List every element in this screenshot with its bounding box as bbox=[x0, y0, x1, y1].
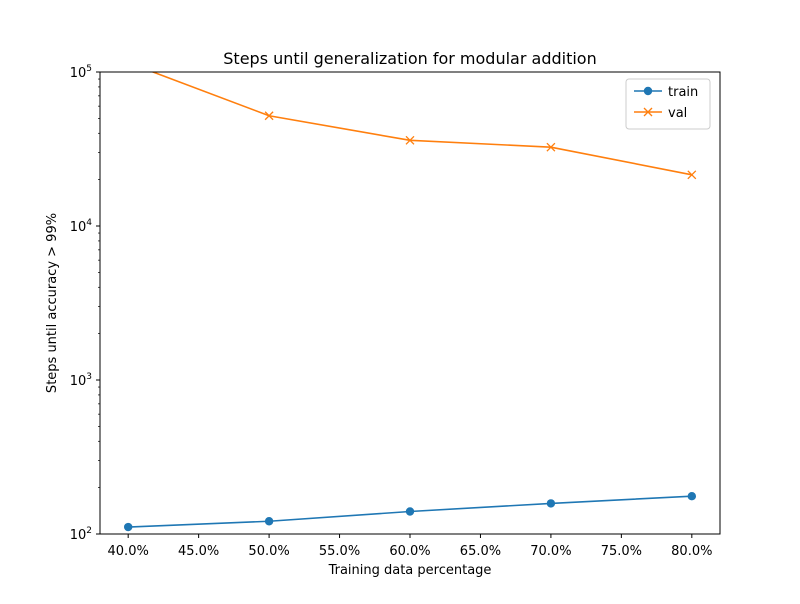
data-point-val bbox=[124, 59, 132, 67]
x-axis-label: Training data percentage bbox=[328, 563, 492, 578]
y-tick-label: 104 bbox=[70, 218, 93, 235]
marker-stroke bbox=[405, 135, 415, 145]
y-tick-label: 102 bbox=[70, 526, 92, 543]
legend-label: train bbox=[668, 85, 698, 100]
data-point-val bbox=[546, 142, 556, 152]
axes-layer: 40.0% 45.0% 50.0% 55.0% 60.0% 65.0% 70.0% 75.0%… bbox=[70, 64, 721, 559]
marker-stroke bbox=[124, 59, 132, 67]
x-tick-label: 80.0% bbox=[671, 544, 712, 559]
data-point-val bbox=[687, 170, 697, 180]
legend-marker bbox=[643, 107, 653, 117]
legend-marker bbox=[643, 86, 653, 96]
y-tick-label: 103 bbox=[70, 372, 92, 389]
x-tick-label: 60.0% bbox=[389, 544, 430, 559]
data-point-train bbox=[264, 517, 274, 526]
x-tick-label: 50.0% bbox=[248, 544, 289, 559]
x-tick-label: 70.0% bbox=[530, 544, 571, 559]
y-axis-label: Steps until accuracy > 99% bbox=[45, 213, 60, 393]
marker-stroke bbox=[687, 170, 697, 180]
series-line-val bbox=[150, 72, 693, 176]
plot-frame bbox=[99, 71, 721, 535]
data-point-train bbox=[546, 499, 556, 508]
x-tick-label: 55.0% bbox=[319, 544, 360, 559]
x-tick-label: 65.0% bbox=[460, 544, 501, 559]
marker-stroke bbox=[264, 111, 274, 121]
legend-entry-train: train bbox=[634, 85, 698, 100]
legend-label: val bbox=[668, 106, 687, 121]
data-point-val bbox=[405, 135, 415, 145]
data-point-train bbox=[687, 491, 697, 501]
series-layer bbox=[123, 59, 697, 532]
y-tick-label: 105 bbox=[70, 64, 92, 81]
data-point-train bbox=[123, 522, 133, 532]
marker-stroke bbox=[546, 142, 556, 152]
legend-entry-val: val bbox=[634, 106, 687, 121]
legend: train val bbox=[625, 78, 711, 130]
x-tick-label: 40.0% bbox=[108, 544, 149, 559]
chart-title: Steps until generalization for modular a… bbox=[223, 49, 596, 68]
data-point-train bbox=[405, 507, 415, 516]
data-point-val bbox=[264, 111, 274, 121]
x-tick-label: 45.0% bbox=[178, 544, 219, 559]
x-tick-label: 75.0% bbox=[601, 544, 642, 559]
marker-stroke bbox=[124, 59, 132, 67]
